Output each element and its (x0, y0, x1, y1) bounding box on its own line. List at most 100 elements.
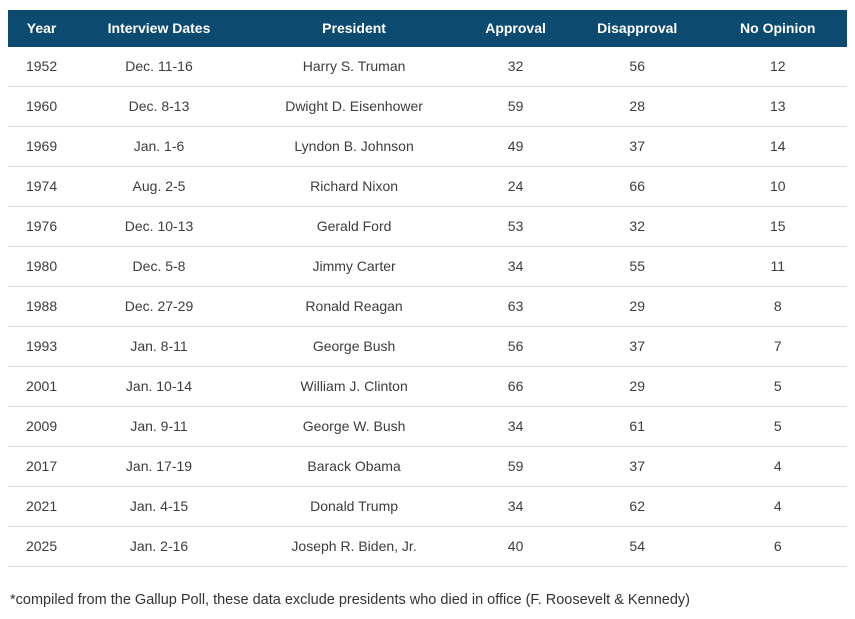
column-header-approval: Approval (465, 10, 566, 47)
cell-disapproval: 56 (565, 47, 709, 87)
cell-year: 1969 (8, 126, 76, 167)
cell-disapproval: 32 (565, 206, 709, 247)
cell-year: 2021 (8, 486, 76, 527)
cell-approval: 56 (465, 326, 566, 367)
cell-disapproval: 29 (565, 286, 709, 327)
cell-year: 1974 (8, 166, 76, 207)
cell-year: 2025 (8, 526, 76, 567)
cell-interview-dates: Aug. 2-5 (75, 166, 243, 207)
cell-approval: 24 (465, 166, 566, 207)
cell-disapproval: 54 (565, 526, 709, 567)
cell-approval: 66 (465, 366, 566, 407)
cell-no-opinion: 5 (708, 406, 847, 447)
cell-president: George W. Bush (242, 406, 466, 447)
table-head: Year Interview Dates President Approval Disa… (8, 10, 847, 47)
cell-president: Ronald Reagan (242, 286, 466, 327)
cell-president: Donald Trump (242, 486, 466, 527)
column-header-year: Year (8, 10, 76, 47)
cell-no-opinion: 15 (708, 206, 847, 247)
table-row: 2025 Jan. 2-16 Joseph R. Biden, Jr. 40 54 6 (8, 526, 847, 567)
table-row: 2021 Jan. 4-15 Donald Trump 34 62 4 (8, 486, 847, 527)
cell-president: Dwight D. Eisenhower (242, 86, 466, 127)
table-row: 1974 Aug. 2-5 Richard Nixon 24 66 10 (8, 166, 847, 207)
cell-approval: 59 (465, 86, 566, 127)
cell-year: 1988 (8, 286, 76, 327)
column-header-president: President (242, 10, 466, 47)
cell-interview-dates: Dec. 27-29 (75, 286, 243, 327)
cell-no-opinion: 12 (708, 47, 847, 87)
table-row: 2009 Jan. 9-11 George W. Bush 34 61 5 (8, 406, 847, 447)
cell-interview-dates: Dec. 10-13 (75, 206, 243, 247)
cell-approval: 34 (465, 486, 566, 527)
cell-approval: 59 (465, 446, 566, 487)
cell-year: 1952 (8, 47, 76, 87)
cell-approval: 40 (465, 526, 566, 567)
cell-disapproval: 62 (565, 486, 709, 527)
cell-interview-dates: Jan. 2-16 (75, 526, 243, 567)
table-row: 1960 Dec. 8-13 Dwight D. Eisenhower 59 28 13 (8, 86, 847, 127)
table-row: 2001 Jan. 10-14 William J. Clinton 66 29 5 (8, 366, 847, 407)
cell-no-opinion: 7 (708, 326, 847, 367)
cell-interview-dates: Jan. 9-11 (75, 406, 243, 447)
table-row: 1988 Dec. 27-29 Ronald Reagan 63 29 8 (8, 286, 847, 327)
cell-interview-dates: Jan. 4-15 (75, 486, 243, 527)
cell-approval: 63 (465, 286, 566, 327)
cell-president: Joseph R. Biden, Jr. (242, 526, 466, 567)
table-row: 1993 Jan. 8-11 George Bush 56 37 7 (8, 326, 847, 367)
table-body: 1952 Dec. 11-16 Harry S. Truman 32 56 12 1960 D… (8, 47, 847, 567)
cell-year: 2001 (8, 366, 76, 407)
cell-president: Lyndon B. Johnson (242, 126, 466, 167)
table-row: 1976 Dec. 10-13 Gerald Ford 53 32 15 (8, 206, 847, 247)
cell-disapproval: 29 (565, 366, 709, 407)
cell-approval: 32 (465, 47, 566, 87)
cell-approval: 34 (465, 246, 566, 287)
table-row: 1969 Jan. 1-6 Lyndon B. Johnson 49 37 14 (8, 126, 847, 167)
cell-president: Richard Nixon (242, 166, 466, 207)
column-header-interview-dates: Interview Dates (75, 10, 243, 47)
cell-disapproval: 61 (565, 406, 709, 447)
table-header-row: Year Interview Dates President Approval Disa… (8, 10, 847, 47)
cell-disapproval: 37 (565, 446, 709, 487)
cell-disapproval: 66 (565, 166, 709, 207)
cell-president: William J. Clinton (242, 366, 466, 407)
cell-interview-dates: Jan. 1-6 (75, 126, 243, 167)
cell-no-opinion: 4 (708, 446, 847, 487)
table-row: 2017 Jan. 17-19 Barack Obama 59 37 4 (8, 446, 847, 487)
cell-approval: 34 (465, 406, 566, 447)
cell-approval: 49 (465, 126, 566, 167)
cell-no-opinion: 10 (708, 166, 847, 207)
cell-no-opinion: 11 (708, 246, 847, 287)
cell-no-opinion: 5 (708, 366, 847, 407)
table-row: 1980 Dec. 5-8 Jimmy Carter 34 55 11 (8, 246, 847, 287)
footnote: *compiled from the Gallup Poll, these da… (10, 592, 690, 608)
cell-no-opinion: 14 (708, 126, 847, 167)
cell-year: 2017 (8, 446, 76, 487)
cell-president: Jimmy Carter (242, 246, 466, 287)
table-row: 1952 Dec. 11-16 Harry S. Truman 32 56 12 (8, 47, 847, 87)
column-header-no-opinion: No Opinion (708, 10, 847, 47)
cell-interview-dates: Jan. 8-11 (75, 326, 243, 367)
cell-year: 1960 (8, 86, 76, 127)
cell-disapproval: 37 (565, 326, 709, 367)
cell-disapproval: 28 (565, 86, 709, 127)
cell-year: 1993 (8, 326, 76, 367)
cell-year: 1980 (8, 246, 76, 287)
cell-year: 1976 (8, 206, 76, 247)
cell-interview-dates: Jan. 10-14 (75, 366, 243, 407)
column-header-disapproval: Disapproval (565, 10, 709, 47)
cell-no-opinion: 4 (708, 486, 847, 527)
cell-year: 2009 (8, 406, 76, 447)
cell-president: Harry S. Truman (242, 47, 466, 87)
cell-interview-dates: Jan. 17-19 (75, 446, 243, 487)
cell-no-opinion: 13 (708, 86, 847, 127)
cell-president: Gerald Ford (242, 206, 466, 247)
cell-disapproval: 55 (565, 246, 709, 287)
cell-president: Barack Obama (242, 446, 466, 487)
approval-ratings-table: Year Interview Dates President Approval Disa… (8, 10, 847, 567)
cell-disapproval: 37 (565, 126, 709, 167)
cell-interview-dates: Dec. 5-8 (75, 246, 243, 287)
cell-interview-dates: Dec. 11-16 (75, 47, 243, 87)
cell-no-opinion: 8 (708, 286, 847, 327)
cell-no-opinion: 6 (708, 526, 847, 567)
